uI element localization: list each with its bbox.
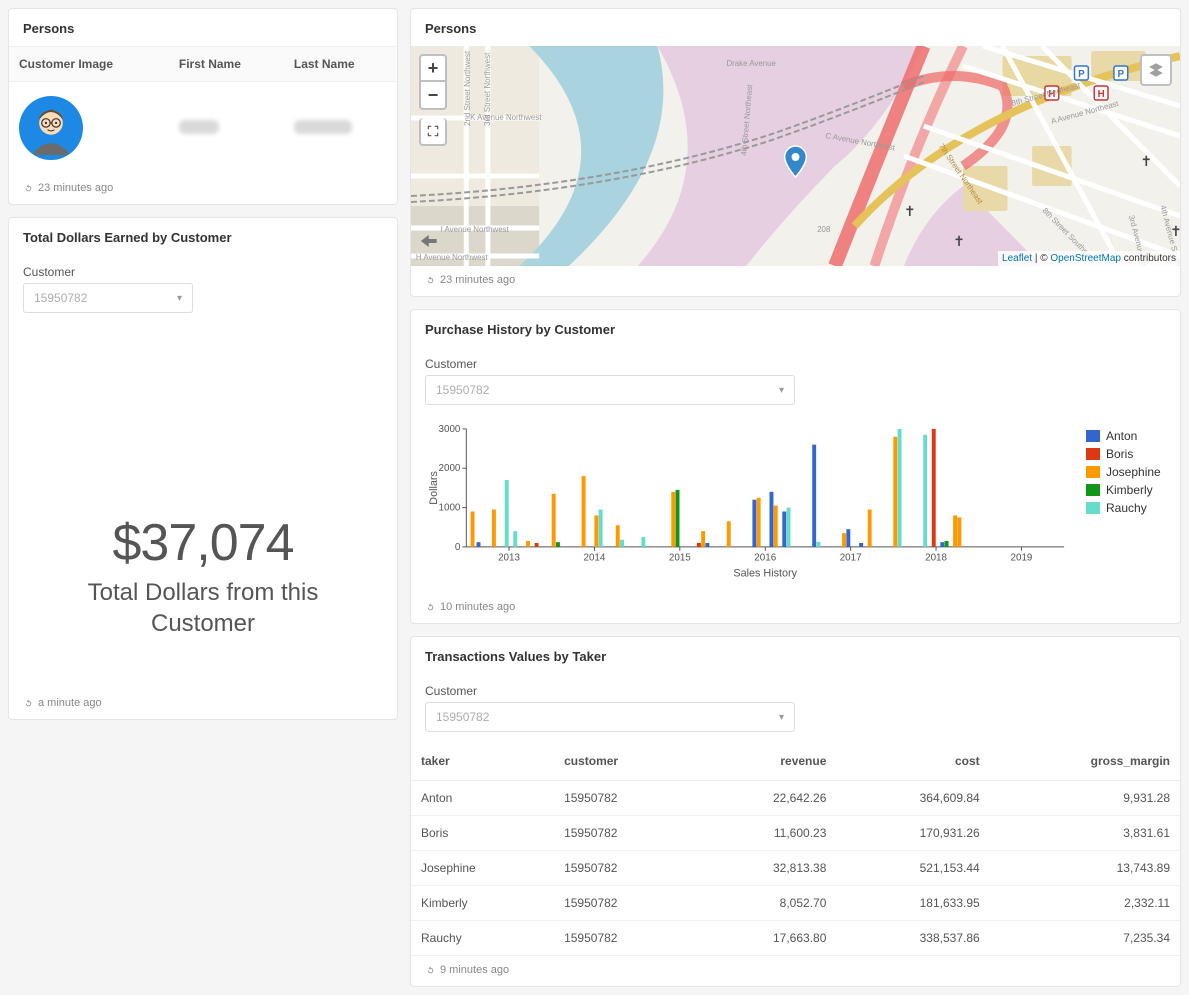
customer-avatar	[19, 96, 83, 160]
refresh-icon	[23, 698, 34, 709]
customer-select[interactable]: 15950782	[23, 283, 193, 313]
persons-table: Customer Image First Name Last Name	[9, 46, 397, 174]
persons-map-title: Persons	[411, 9, 1180, 46]
svg-text:2013: 2013	[498, 553, 520, 564]
total-dollars-footer: a minute ago	[9, 689, 397, 719]
persons-card: Persons Customer Image First Name Last N…	[8, 8, 398, 205]
legend-label: Boris	[1106, 447, 1133, 461]
legend-item-rauchy: Rauchy	[1086, 501, 1166, 515]
tx-customer-label: Customer	[425, 684, 1166, 698]
legend-item-boris: Boris	[1086, 447, 1166, 461]
persons-title: Persons	[9, 9, 397, 46]
svg-text:0: 0	[455, 542, 461, 553]
chart-legend: Anton Boris Josephine Kimberly Rauchy	[1086, 423, 1166, 583]
table-row: Josephine1595078232,813.38521,153.4413,7…	[411, 851, 1180, 886]
transactions-footer: 9 minutes ago	[411, 956, 1180, 986]
total-dollars-card: Total Dollars Earned by Customer Custome…	[8, 217, 398, 720]
svg-text:Drake Avenue: Drake Avenue	[726, 59, 776, 68]
legend-item-kimberly: Kimberly	[1086, 483, 1166, 497]
table-row: Rauchy1595078217,663.80338,537.867,235.3…	[411, 921, 1180, 956]
legend-swatch	[1086, 466, 1100, 478]
map[interactable]: PPPHH✝✝✝✝2nd Street Northwest3rd Street …	[411, 46, 1180, 266]
svg-text:P: P	[1118, 69, 1125, 80]
transactions-card: Transactions Values by Taker Customer 15…	[410, 636, 1181, 987]
svg-text:H Avenue Northwest: H Avenue Northwest	[416, 253, 488, 262]
legend-swatch	[1086, 448, 1100, 460]
purchase-history-footer: 10 minutes ago	[411, 593, 1180, 623]
refresh-icon	[23, 183, 34, 194]
legend-item-josephine: Josephine	[1086, 465, 1166, 479]
map-attribution: Leaflet | © OpenStreetMap contributors	[998, 251, 1180, 266]
legend-label: Josephine	[1106, 465, 1161, 479]
svg-text:2000: 2000	[439, 463, 461, 474]
legend-label: Anton	[1106, 429, 1137, 443]
legend-label: Rauchy	[1106, 501, 1147, 515]
legend-label: Kimberly	[1106, 483, 1153, 497]
last-name-blurred	[294, 120, 352, 134]
purchase-history-card: Purchase History by Customer Customer 15…	[410, 309, 1181, 624]
fullscreen-button[interactable]	[419, 118, 447, 146]
svg-text:2016: 2016	[754, 553, 776, 564]
svg-text:Sales History: Sales History	[733, 567, 797, 579]
layers-button[interactable]	[1140, 54, 1172, 86]
total-dollars-title: Total Dollars Earned by Customer	[9, 218, 397, 255]
svg-text:3000: 3000	[439, 424, 461, 435]
purchase-history-title: Purchase History by Customer	[411, 310, 1180, 347]
legend-swatch	[1086, 502, 1100, 514]
persons-map-card: Persons PPPHH✝✝✝✝2nd Street Northwest3rd…	[410, 8, 1181, 297]
col-revenue: revenue	[696, 742, 837, 781]
zoom-out-button[interactable]: −	[419, 82, 447, 110]
customer-select-label: Customer	[23, 265, 383, 279]
first-name-blurred	[179, 120, 219, 134]
purchase-history-chart: Dollars 0 1000 2000 3000 2013 2014 2015 2016 2017…	[425, 423, 1074, 580]
transactions-title: Transactions Values by Taker	[411, 637, 1180, 674]
refresh-icon	[425, 602, 436, 613]
svg-text:Dollars: Dollars	[428, 471, 440, 505]
transactions-table: takercustomerrevenuecostgross_marginAnto…	[411, 742, 1180, 956]
table-row: Anton1595078222,642.26364,609.849,931.28	[411, 781, 1180, 816]
svg-text:✝: ✝	[904, 203, 916, 219]
svg-text:2015: 2015	[669, 553, 691, 564]
svg-text:P: P	[1078, 69, 1085, 80]
col-cost: cost	[836, 742, 989, 781]
persons-row	[9, 82, 397, 175]
col-gross_margin: gross_margin	[990, 742, 1180, 781]
map-tiles: PPPHH✝✝✝✝2nd Street Northwest3rd Street …	[411, 46, 1180, 266]
zoom-in-button[interactable]: +	[419, 54, 447, 82]
legend-swatch	[1086, 430, 1100, 442]
total-dollars-amount: $37,074	[113, 513, 294, 573]
total-dollars-caption: Total Dollars from this Customer	[33, 577, 373, 639]
svg-text:K Avenue Northwest: K Avenue Northwest	[470, 113, 542, 122]
svg-text:208: 208	[817, 225, 831, 234]
svg-text:2018: 2018	[925, 553, 947, 564]
purchase-customer-label: Customer	[425, 357, 1166, 371]
svg-text:H: H	[1098, 89, 1105, 100]
svg-text:I Avenue Northwest: I Avenue Northwest	[441, 225, 510, 234]
leaflet-link[interactable]: Leaflet	[1002, 253, 1032, 264]
col-first-name: First Name	[169, 47, 284, 82]
osm-link[interactable]: OpenStreetMap	[1050, 253, 1121, 264]
refresh-icon	[425, 275, 436, 286]
legend-item-anton: Anton	[1086, 429, 1166, 443]
persons-map-footer: 23 minutes ago	[411, 266, 1180, 296]
tx-customer-select[interactable]: 15950782	[425, 702, 795, 732]
svg-text:2019: 2019	[1011, 553, 1033, 564]
purchase-customer-select[interactable]: 15950782	[425, 375, 795, 405]
col-customer: customer	[554, 742, 696, 781]
svg-text:✝: ✝	[1141, 153, 1153, 169]
col-taker: taker	[411, 742, 554, 781]
svg-text:2017: 2017	[840, 553, 862, 564]
svg-text:2014: 2014	[583, 553, 605, 564]
persons-footer: 23 minutes ago	[9, 174, 397, 204]
legend-swatch	[1086, 484, 1100, 496]
col-customer-image: Customer Image	[9, 47, 169, 82]
svg-text:1000: 1000	[439, 503, 461, 514]
refresh-icon	[425, 965, 436, 976]
svg-text:✝: ✝	[953, 233, 965, 249]
col-last-name: Last Name	[284, 47, 397, 82]
table-row: Kimberly159507828,052.70181,633.952,332.…	[411, 886, 1180, 921]
table-row: Boris1595078211,600.23170,931.263,831.61	[411, 816, 1180, 851]
